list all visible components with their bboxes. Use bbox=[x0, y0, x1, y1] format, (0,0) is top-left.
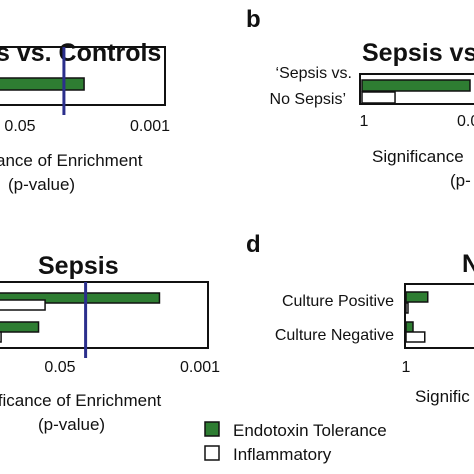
legend-swatch-inflammatory bbox=[204, 445, 220, 461]
panel-c: Sepsis 0.05 0.001 ificance of Enrichment… bbox=[0, 252, 220, 434]
panel-d-xlabel-line1: Signific bbox=[415, 387, 470, 406]
panel-d-title: N bbox=[462, 250, 474, 278]
bar-inflammatory-1 bbox=[405, 331, 426, 343]
panel-c-tick-2: 0.001 bbox=[180, 359, 220, 376]
bar-endotoxin-0 bbox=[0, 292, 161, 304]
panel-b-bars bbox=[361, 79, 471, 104]
panel-c-bars bbox=[0, 282, 161, 358]
legend-label-inflammatory: Inflammatory bbox=[233, 445, 332, 464]
panel-a: s vs. Controls 0.05 0.001 ance of Enrich… bbox=[0, 39, 170, 194]
bar-inflammatory-0 bbox=[0, 299, 46, 311]
legend: Endotoxin Tolerance Inflammatory bbox=[204, 421, 387, 464]
panel-b-category-line2: No Sepsis’ bbox=[270, 91, 346, 108]
panel-a-xlabel-line1: ance of Enrichment bbox=[0, 151, 143, 170]
panel-a-tick-2: 0.001 bbox=[130, 118, 170, 135]
panel-a-title: s vs. Controls bbox=[0, 39, 161, 67]
panel-c-xlabel-line1: ificance of Enrichment bbox=[0, 391, 162, 410]
bar-inflammatory-1 bbox=[0, 331, 2, 343]
panel-a-xlabel-line2: (p-value) bbox=[8, 175, 75, 194]
legend-swatch-endotoxin bbox=[204, 421, 220, 437]
panel-d-frame bbox=[404, 283, 474, 349]
panel-d-category-1: Culture Positive bbox=[282, 293, 394, 310]
panel-c-frame bbox=[0, 281, 209, 349]
legend-label-endotoxin: Endotoxin Tolerance bbox=[233, 421, 387, 440]
panel-b-tick-2: 0.0 bbox=[457, 113, 474, 130]
panel-c-tick-1: 0.05 bbox=[44, 359, 75, 376]
panel-d-category-2: Culture Negative bbox=[275, 327, 394, 344]
bar-endotoxin-0 bbox=[361, 79, 471, 92]
bar-endotoxin-0 bbox=[405, 291, 429, 303]
panel-c-xlabel-line2: (p-value) bbox=[38, 415, 105, 434]
panel-b-xlabel-line2: (p- bbox=[450, 171, 471, 190]
panel-b-tick-1: 1 bbox=[360, 113, 369, 130]
panel-d: d N Culture Positive Culture Negative 1 … bbox=[246, 231, 474, 406]
bar-endotoxin-0 bbox=[0, 77, 85, 91]
panel-d-bars bbox=[405, 291, 429, 343]
panel-a-frame bbox=[0, 46, 166, 106]
panel-d-label: d bbox=[246, 231, 261, 258]
panel-d-tick-1: 1 bbox=[402, 359, 411, 376]
panel-a-tick-1: 0.05 bbox=[4, 118, 35, 135]
panel-b: b Sepsis vs ‘Sepsis vs. No Sepsis’ 1 0.0… bbox=[246, 6, 474, 190]
bar-inflammatory-0 bbox=[405, 302, 409, 314]
panel-b-xlabel-line1: Significance bbox=[372, 147, 464, 166]
panel-a-bars bbox=[0, 47, 85, 115]
panel-b-label: b bbox=[246, 6, 261, 33]
bar-endotoxin-1 bbox=[0, 321, 40, 333]
panel-b-frame bbox=[359, 73, 474, 105]
panel-b-category-line1: ‘Sepsis vs. bbox=[276, 65, 352, 82]
bar-inflammatory-0 bbox=[361, 91, 396, 104]
panel-b-title: Sepsis vs bbox=[362, 39, 474, 67]
bar-endotoxin-1 bbox=[405, 321, 414, 333]
panel-c-title: Sepsis bbox=[38, 252, 119, 280]
